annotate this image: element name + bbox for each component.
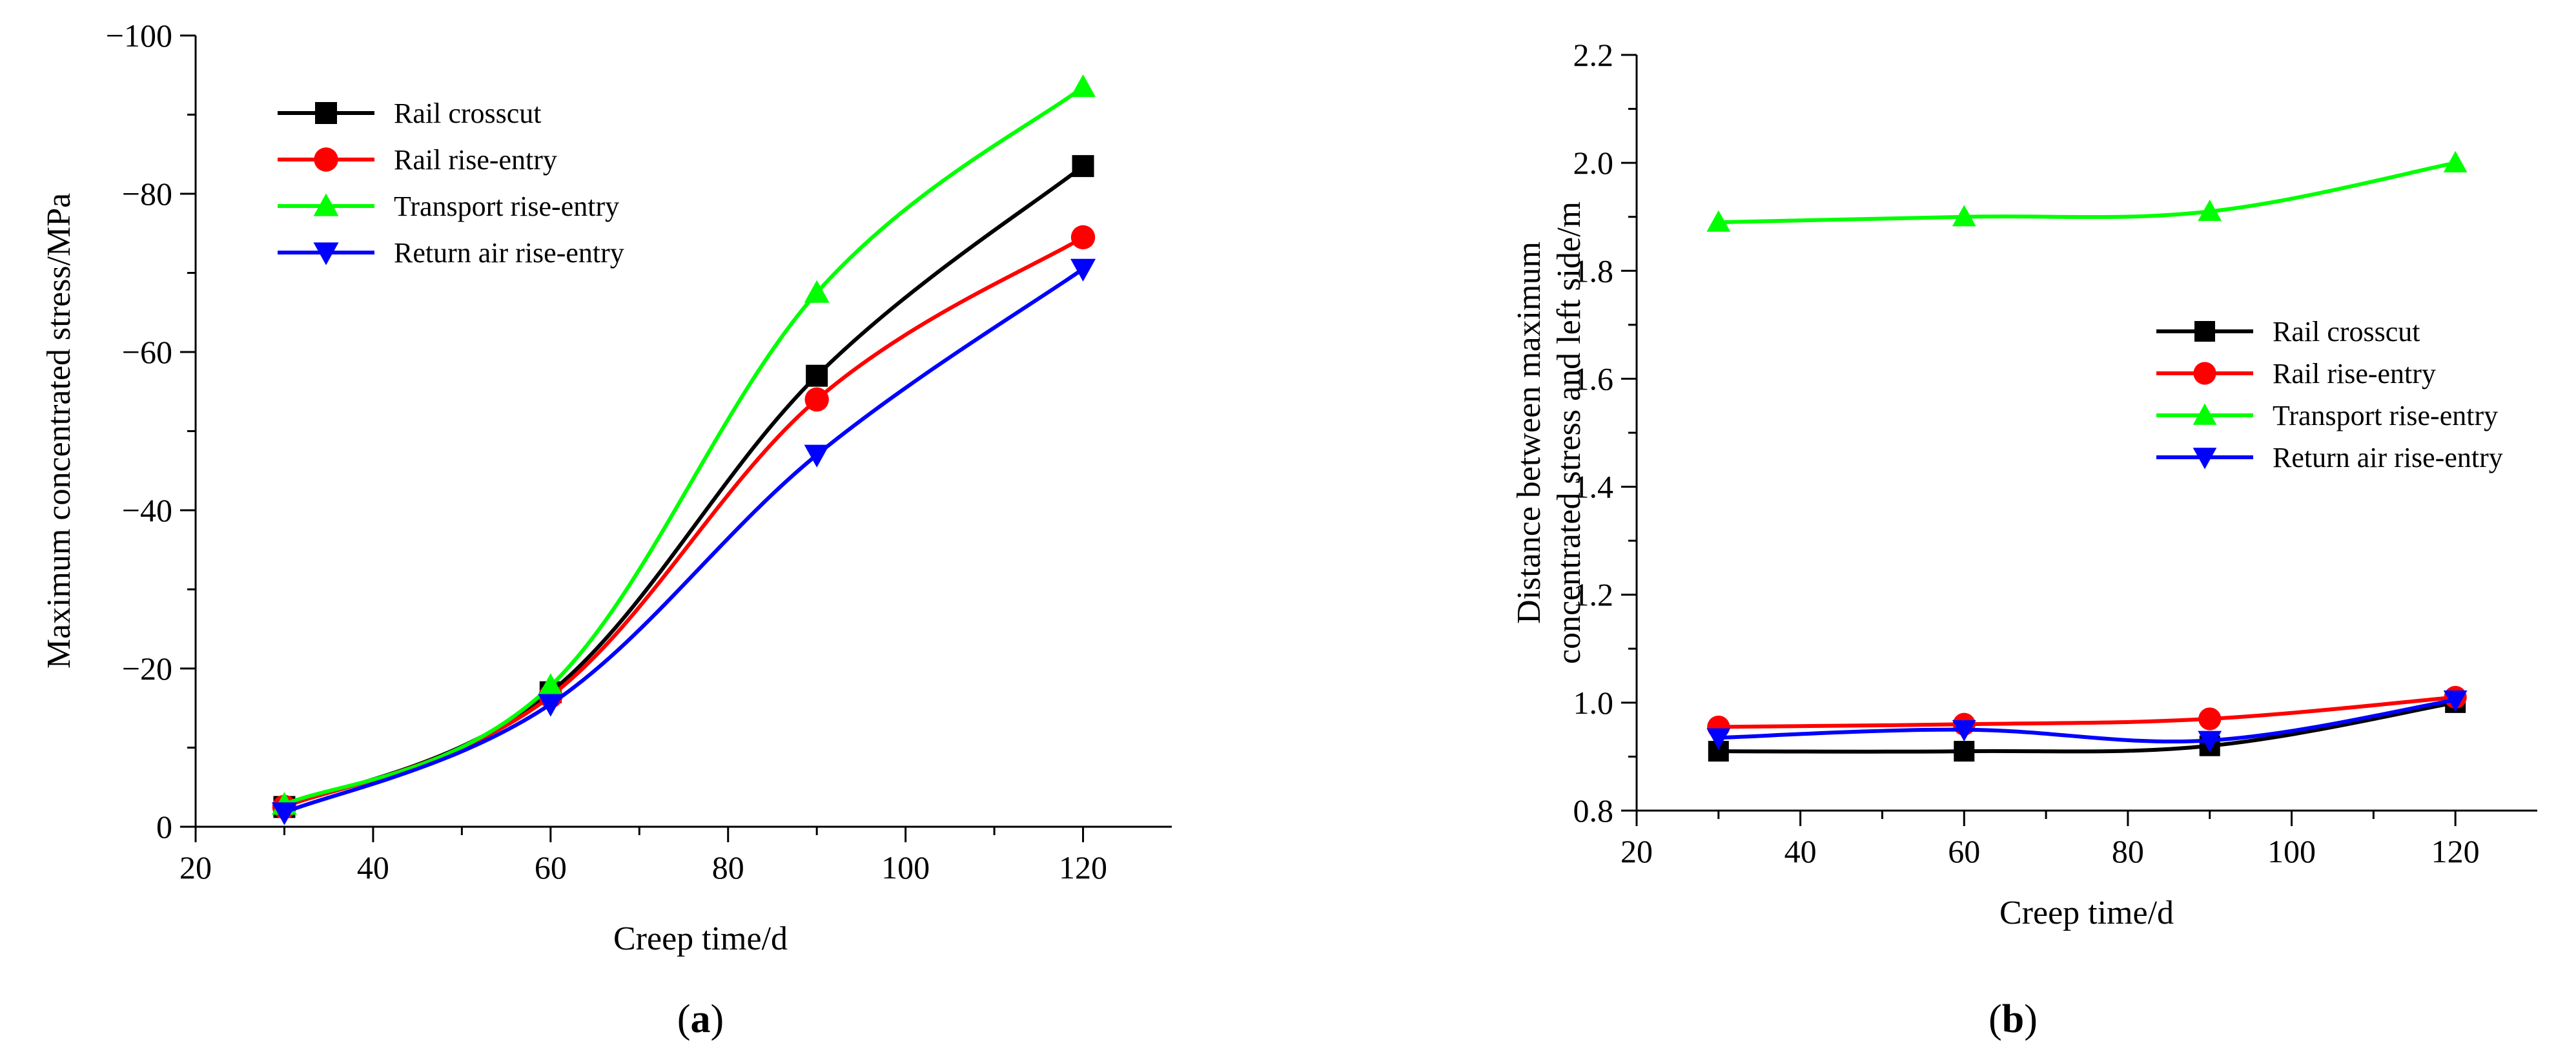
- chart-b-data-point: [1954, 741, 1975, 762]
- chart-b-data-point: [1706, 728, 1731, 750]
- chart-b-legend: Rail crosscut Rail rise-entry Transport ri…: [2156, 316, 2503, 473]
- chart-b-legend-marker: [2193, 403, 2217, 425]
- chart-b-y-tick-label: 2.0: [1573, 145, 1614, 181]
- chart-b-series-line: [1716, 695, 2458, 729]
- chart-a-y-tick-label: −40: [122, 492, 172, 528]
- chart-a-data-point: [804, 444, 830, 468]
- chart-a-legend-label: Transport rise-entry: [394, 191, 619, 222]
- chart-a-y-ticks: 0 −20 −40 −60 −80 −100: [106, 17, 196, 845]
- chart-a-y-tick-label: −80: [122, 176, 172, 212]
- chart-a-data-point: [538, 673, 564, 696]
- chart-a-data-point: [538, 694, 564, 717]
- chart-b-y-ticks: 0.8 1.0 1.2 1.4 1.6 1.8 2.0 2.2: [1573, 37, 1637, 829]
- chart-a-x-ticks: 20 40 60 80 100 120: [179, 827, 1107, 886]
- chart-a-data-point: [1070, 74, 1096, 98]
- chart-b-y-axis-title-line-2: concentrated stress and left side/m: [1551, 202, 1588, 664]
- chart-a-legend-marker: [315, 102, 337, 124]
- chart-a-legend-marker: [313, 242, 339, 265]
- chart-b-y-tick-label: 0.8: [1573, 793, 1614, 829]
- chart-b-y-tick-label: 1.4: [1573, 469, 1614, 505]
- chart-a-x-tick-label: 60: [535, 849, 567, 886]
- chart-b-y-tick-label: 1.0: [1573, 685, 1614, 721]
- chart-b-x-tick-label: 60: [1948, 833, 1980, 869]
- chart-b-y-tick-label: 2.2: [1573, 37, 1614, 73]
- chart-b-legend-marker: [2194, 321, 2215, 342]
- chart-a-x-tick-label: 100: [881, 849, 930, 886]
- chart-b-data-point: [1952, 720, 1976, 742]
- chart-b-y-tick-label: 1.6: [1573, 360, 1614, 397]
- chart-b-data-point: [2198, 731, 2222, 752]
- chart-b-x-tick-label: 100: [2267, 833, 2316, 869]
- chart-b-x-tick-label: 40: [1784, 833, 1817, 869]
- chart-b-x-tick-label: 120: [2431, 833, 2480, 869]
- chart-b-series: [1706, 150, 2468, 762]
- chart-a-series: [271, 74, 1096, 825]
- chart-a-y-tick-label: −60: [122, 334, 172, 370]
- chart-b-series-line: [1716, 698, 2458, 744]
- chart-b-legend-label: Rail crosscut: [2273, 316, 2420, 347]
- chart-a-data-point: [1070, 225, 1096, 250]
- chart-b-data-point: [1952, 205, 1976, 227]
- chart-a-series-line: [282, 267, 1085, 814]
- chart-b-data-point: [2198, 199, 2222, 222]
- chart-b-legend-label: Return air rise-entry: [2273, 442, 2503, 473]
- chart-a-data-point: [1072, 155, 1094, 178]
- chart-b-panel-letter: b: [2002, 997, 2024, 1041]
- chart-a-legend-label: Rail rise-entry: [394, 144, 557, 176]
- chart-a-x-tick-label: 20: [179, 849, 212, 886]
- chart-b-legend-marker: [2193, 362, 2216, 385]
- chart-a-x-axis-title: Creep time/d: [613, 920, 788, 957]
- chart-b-data-point: [2443, 690, 2468, 712]
- chart-a-data-point: [806, 364, 828, 387]
- chart-a-data-point: [1070, 258, 1096, 282]
- chart-a-x-tick-label: 40: [357, 849, 389, 886]
- chart-a-legend: Rail crosscut Rail rise-entry Transport ri…: [278, 98, 624, 269]
- chart-a-data-point: [271, 802, 298, 825]
- chart-a-data-point: [804, 280, 830, 303]
- chart-a-data-point: [804, 387, 829, 412]
- chart-b-y-tick-label: 1.2: [1573, 577, 1614, 613]
- chart-b-legend-label: Rail rise-entry: [2273, 358, 2436, 389]
- chart-b-data-point: [2443, 150, 2468, 172]
- chart-b-series-line: [1716, 700, 2458, 754]
- chart-a-y-tick-label: −100: [106, 17, 172, 54]
- chart-b-y-axis-title: Distance between maximum concentrated st…: [1511, 202, 1588, 664]
- chart-b-y-tick-label: 1.8: [1573, 253, 1614, 289]
- chart-a-series-line: [282, 235, 1085, 809]
- chart-b-legend-label: Transport rise-entry: [2273, 400, 2498, 431]
- chart-b-y-axis-title-line-1: Distance between maximum: [1511, 242, 1548, 624]
- chart-b-x-axis-title: Creep time/d: [1999, 895, 2174, 931]
- chart-b-data-point: [1706, 210, 1731, 232]
- chart-a-series-line: [282, 85, 1085, 807]
- chart-a-legend-label: Return air rise-entry: [394, 237, 624, 269]
- chart-a-panel-letter: a: [691, 997, 711, 1041]
- chart-a-panel-label: (a): [677, 997, 724, 1041]
- chart-a-legend-label: Rail crosscut: [394, 98, 542, 129]
- chart-a-legend-marker: [314, 147, 338, 172]
- chart-a-y-tick-label: −20: [122, 650, 172, 687]
- chart-panel-a: 20 40 60 80 100 120 0 −20 −40 −60 −80 −100 Rail cr…: [41, 17, 1172, 1041]
- chart-a-x-tick-label: 80: [712, 849, 744, 886]
- chart-b-data-point: [2198, 707, 2222, 731]
- chart-b-legend-marker: [2193, 448, 2217, 470]
- chart-panel-b: 20 40 60 80 100 120 0.81.01.21.41.61.82.02.2 …: [1511, 37, 2537, 1041]
- chart-a-y-tick-label: 0: [156, 809, 172, 845]
- chart-b-panel-label: (b): [1988, 997, 2038, 1041]
- chart-a-y-axis-title: Maximum concentrated stress/MPa: [41, 193, 77, 669]
- chart-b-x-tick-label: 20: [1620, 833, 1653, 869]
- chart-a-x-tick-label: 120: [1059, 849, 1107, 886]
- chart-b-x-ticks: 20 40 60 80 100 120: [1620, 811, 2480, 869]
- chart-b-x-tick-label: 80: [2112, 833, 2144, 869]
- chart-a-legend-marker: [313, 193, 339, 216]
- chart-b-series-line: [1716, 161, 2458, 225]
